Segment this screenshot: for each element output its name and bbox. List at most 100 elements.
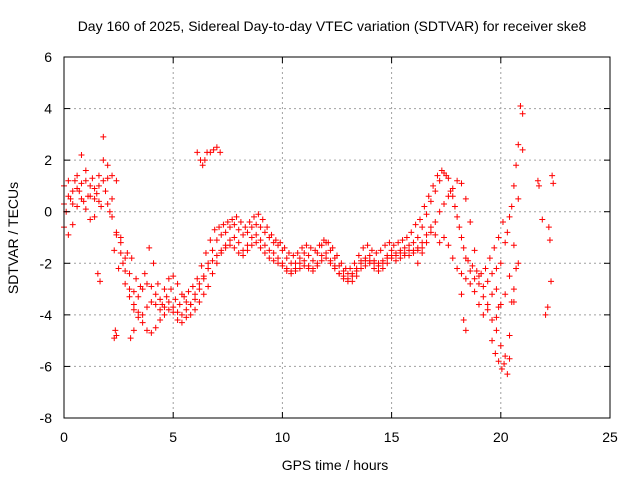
data-point xyxy=(69,188,76,195)
data-point xyxy=(89,175,96,182)
data-point xyxy=(290,252,297,259)
data-point xyxy=(209,270,216,277)
data-point xyxy=(229,216,236,223)
data-point xyxy=(126,286,133,293)
data-point xyxy=(443,172,450,179)
data-point xyxy=(471,288,478,295)
data-point xyxy=(427,229,434,236)
data-point xyxy=(508,203,515,210)
data-point xyxy=(82,206,89,213)
data-point xyxy=(100,133,107,140)
data-point xyxy=(392,257,399,264)
data-point xyxy=(358,260,365,267)
data-point xyxy=(65,231,72,238)
data-point xyxy=(454,177,461,184)
data-point xyxy=(237,219,244,226)
y-tick-label: -2 xyxy=(40,255,53,271)
data-point xyxy=(349,273,356,280)
data-point xyxy=(172,296,179,303)
data-point xyxy=(548,278,555,285)
data-point xyxy=(499,219,506,226)
data-point xyxy=(412,221,419,228)
data-point xyxy=(502,239,509,246)
data-point xyxy=(124,249,131,256)
data-point xyxy=(489,270,496,277)
data-point xyxy=(82,177,89,184)
data-point xyxy=(299,244,306,251)
data-point xyxy=(261,229,268,236)
data-point xyxy=(498,366,505,373)
data-point xyxy=(200,275,207,282)
axes: 0 5 10 15 20 25 -8 -6 -4 -2 0 2 4 6 xyxy=(40,49,618,445)
data-point xyxy=(513,162,520,169)
data-point xyxy=(211,226,218,233)
data-point xyxy=(185,288,192,295)
data-point xyxy=(425,193,432,200)
data-point xyxy=(307,244,314,251)
data-point xyxy=(266,247,273,254)
data-point xyxy=(71,177,78,184)
data-point xyxy=(233,213,240,220)
data-point xyxy=(165,306,172,313)
data-point xyxy=(349,278,356,285)
data-point xyxy=(340,273,347,280)
data-point xyxy=(515,141,522,148)
data-point xyxy=(104,175,111,182)
data-point xyxy=(126,270,133,277)
data-point xyxy=(126,293,133,300)
data-point xyxy=(87,182,94,189)
data-point xyxy=(329,244,336,251)
data-point xyxy=(148,298,155,305)
data-point xyxy=(414,244,421,251)
data-point xyxy=(76,188,83,195)
data-point xyxy=(314,262,321,269)
data-point xyxy=(246,219,253,226)
data-point xyxy=(95,198,102,205)
data-point xyxy=(178,311,185,318)
data-point xyxy=(209,257,216,264)
data-point xyxy=(288,270,295,277)
data-point xyxy=(226,242,233,249)
data-point xyxy=(192,291,199,298)
data-point xyxy=(253,231,260,238)
data-point xyxy=(366,257,373,264)
data-point xyxy=(170,273,177,280)
data-point xyxy=(358,265,365,272)
data-point xyxy=(469,262,476,269)
data-point xyxy=(106,208,113,215)
data-point xyxy=(294,249,301,256)
data-point xyxy=(449,255,456,262)
data-point xyxy=(109,195,116,202)
data-point xyxy=(67,195,74,202)
data-point xyxy=(213,260,220,267)
data-point xyxy=(117,249,124,256)
data-point xyxy=(226,224,233,231)
data-point xyxy=(207,149,214,156)
data-point xyxy=(109,213,116,220)
data-point xyxy=(139,311,146,318)
data-point xyxy=(510,242,517,249)
data-point xyxy=(471,275,478,282)
data-point xyxy=(183,314,190,321)
data-point xyxy=(199,162,206,169)
data-point xyxy=(382,242,389,249)
data-point xyxy=(130,306,137,313)
x-tick-label: 10 xyxy=(275,429,291,445)
data-point xyxy=(78,151,85,158)
data-point xyxy=(504,229,511,236)
data-point xyxy=(502,353,509,360)
data-point xyxy=(74,203,81,210)
data-point xyxy=(80,198,87,205)
data-point xyxy=(550,180,557,187)
data-point xyxy=(423,211,430,218)
data-point xyxy=(419,239,426,246)
data-point xyxy=(445,193,452,200)
data-point xyxy=(152,301,159,308)
data-point xyxy=(152,291,159,298)
data-point xyxy=(434,172,441,179)
data-point xyxy=(213,252,220,259)
data-point xyxy=(209,247,216,254)
data-point xyxy=(91,185,98,192)
series-trace-e xyxy=(94,144,557,378)
data-point xyxy=(454,265,461,272)
